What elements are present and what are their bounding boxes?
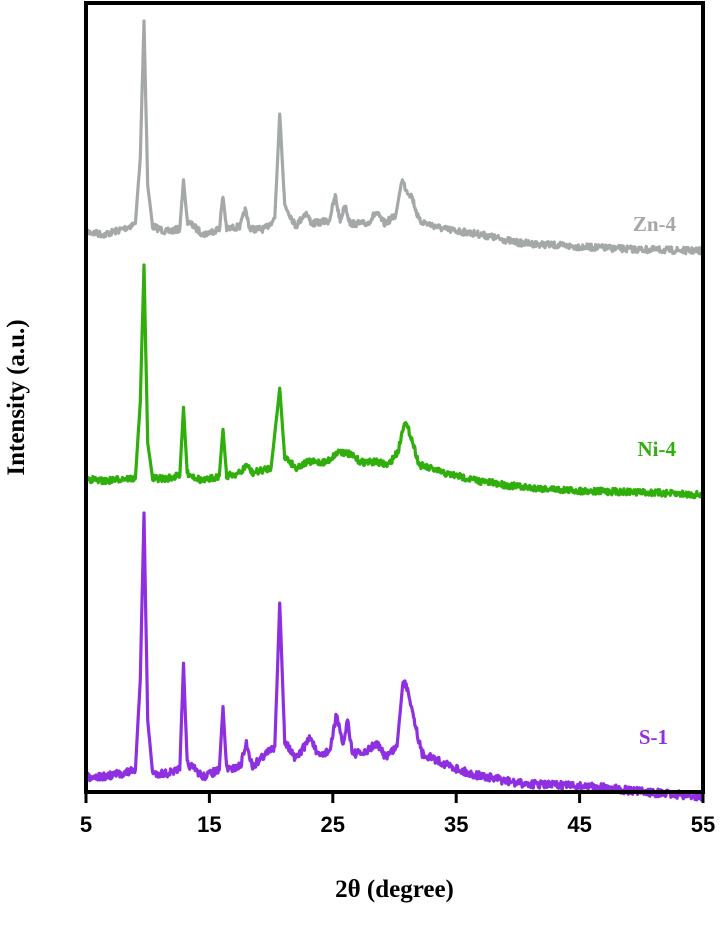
x-tick-label: 5 <box>80 812 92 837</box>
series-labels: Zn-4 Ni-4 S-1 <box>633 212 677 749</box>
x-axis-ticks: 5 15 25 35 45 55 <box>80 792 715 837</box>
series-line-zn-4 <box>84 19 705 256</box>
x-axis-title: 2θ (degree) <box>335 876 454 903</box>
y-axis-title: Intensity (a.u.) <box>3 319 30 475</box>
x-tick-label: 45 <box>567 812 591 837</box>
x-tick-label: 35 <box>444 812 468 837</box>
series-label-ni-4: Ni-4 <box>638 437 677 461</box>
x-tick-label: 55 <box>691 812 715 837</box>
traces-layer <box>84 19 705 802</box>
series-line-s-1 <box>84 511 705 802</box>
series-line-ni-4 <box>84 263 705 500</box>
series-label-zn-4: Zn-4 <box>633 212 677 236</box>
x-tick-label: 25 <box>321 812 345 837</box>
x-tick-label: 15 <box>197 812 221 837</box>
series-label-s-1: S-1 <box>639 725 668 749</box>
plot-frame <box>84 1 705 794</box>
